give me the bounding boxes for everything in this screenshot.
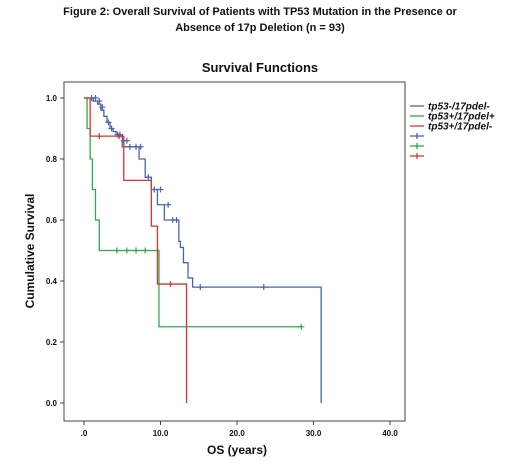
y-tick-label: 1.0 [46, 94, 58, 103]
censor-mark [105, 119, 112, 126]
censor-mark [116, 133, 123, 140]
y-tick-label: 0.6 [46, 216, 58, 225]
y-tick-label: 0.8 [46, 155, 58, 164]
legend-censor-1 [410, 133, 424, 139]
legend-label-3: tp53+/17pdel- [428, 122, 493, 133]
series-1 [84, 95, 322, 403]
survival-curve-2 [84, 97, 302, 328]
censor-mark [96, 133, 103, 140]
x-tick-label: .0 [81, 429, 88, 438]
censor-mark [145, 174, 152, 181]
censor-mark [151, 186, 158, 193]
censor-mark [126, 143, 133, 150]
figure-title-line1: Figure 2: Overall Survival of Patients w… [63, 6, 457, 18]
legend-censor-2 [410, 143, 424, 149]
x-tick-label: 40.0 [382, 429, 398, 438]
y-tick-label: 0.0 [46, 399, 58, 408]
y-axis-label: Cumulative Survival [23, 194, 37, 309]
legend-label-1: tp53-/17pdel- [428, 102, 490, 113]
censor-mark [165, 201, 172, 208]
censor-mark [173, 217, 180, 223]
survival-curve-3 [84, 97, 188, 403]
legend-censor-3 [410, 153, 424, 159]
censor-mark [108, 125, 115, 132]
y-tick-label: 0.2 [46, 338, 58, 347]
censor-mark [99, 104, 106, 111]
censor-mark [96, 98, 103, 105]
survival-curve-1 [84, 97, 322, 403]
series-3 [84, 97, 188, 403]
censor-mark [142, 247, 149, 254]
series-2 [84, 97, 305, 330]
censor-mark [123, 247, 130, 254]
censor-mark [197, 284, 204, 291]
censor-mark [167, 281, 174, 288]
legend: tp53-/17pdel-tp53+/17pdel+tp53+/17pdel- [410, 102, 495, 159]
figure-title-line2: Absence of 17p Deletion (n = 93) [175, 22, 345, 34]
x-tick-label: 20.0 [229, 429, 245, 438]
x-tick-label: 10.0 [153, 429, 169, 438]
censor-mark [137, 143, 144, 150]
chart-title: Survival Functions [201, 60, 319, 75]
y-tick-label: 0.4 [46, 277, 58, 286]
censor-mark [92, 95, 99, 101]
x-tick-label: 30.0 [306, 429, 322, 438]
legend-label-2: tp53+/17pdel+ [428, 112, 495, 123]
censor-mark [123, 137, 130, 144]
censor-mark [157, 186, 164, 193]
censor-mark [133, 247, 140, 254]
plot-area [63, 81, 406, 422]
censor-mark [113, 247, 120, 254]
censor-mark [298, 323, 305, 330]
censor-mark [260, 284, 267, 291]
x-axis-label: OS (years) [207, 443, 267, 457]
